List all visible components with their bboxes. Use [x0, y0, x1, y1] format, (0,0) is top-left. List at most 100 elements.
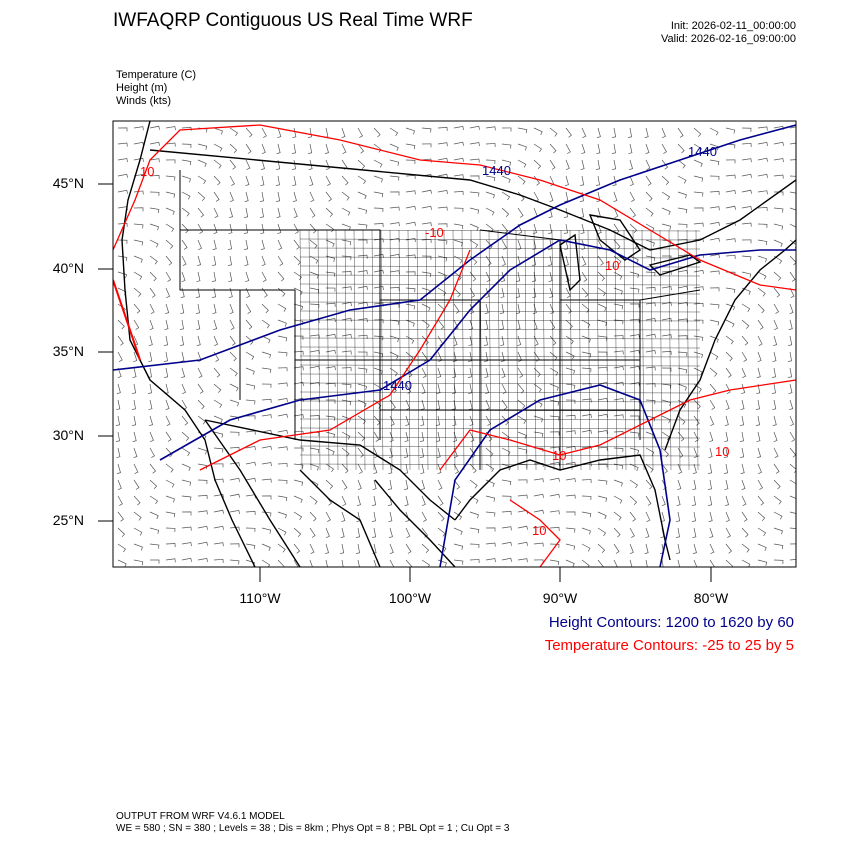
- wind-barb: [725, 399, 730, 411]
- variable-temperature: Temperature (C): [116, 69, 197, 81]
- wind-barb: [245, 415, 256, 420]
- wind-barb: [181, 271, 186, 283]
- wind-barb: [436, 447, 441, 458]
- wind-barb: [325, 223, 334, 233]
- wind-barb: [261, 383, 272, 388]
- wind-barb: [741, 335, 749, 346]
- county-line: [632, 229, 636, 471]
- wind-barb: [229, 207, 233, 218]
- wind-barb: [357, 143, 365, 154]
- wind-barb: [741, 271, 752, 278]
- wind-barb: [149, 174, 160, 179]
- wind-barb: [165, 126, 176, 131]
- wind-barb: [133, 351, 138, 363]
- temperature-label: 10: [715, 444, 729, 459]
- wind-barb: [181, 557, 192, 562]
- temperature-contours: [113, 124, 796, 567]
- wind-barb: [405, 511, 410, 523]
- wind-barb: [405, 399, 411, 411]
- wind-barb: [581, 303, 590, 313]
- wind-barb: [181, 526, 192, 531]
- wind-barb: [420, 399, 425, 410]
- county-line: [344, 229, 348, 471]
- wind-barb: [388, 527, 393, 538]
- wind-barb: [245, 543, 256, 550]
- wind-barb: [709, 254, 720, 259]
- wind-barb: [499, 319, 504, 330]
- wind-barb: [165, 415, 171, 426]
- wind-barb: [645, 207, 654, 217]
- wind-barb: [373, 415, 381, 426]
- wind-barb: [581, 287, 589, 298]
- wind-barb: [197, 541, 208, 546]
- wind-barb: [261, 319, 270, 329]
- wind-barb: [373, 269, 384, 274]
- wind-barb: [629, 543, 634, 555]
- county-line: [668, 229, 672, 471]
- county-line: [605, 229, 609, 471]
- wind-barb: [693, 431, 699, 442]
- wind-barb: [773, 319, 778, 331]
- wind-barb: [261, 143, 266, 155]
- wind-barb: [261, 303, 269, 314]
- wind-barb: [277, 303, 287, 312]
- county-line: [299, 463, 701, 466]
- wind-barb: [309, 255, 319, 264]
- wind-barb: [245, 461, 256, 466]
- wind-barb: [277, 559, 285, 567]
- wind-barb: [517, 494, 528, 499]
- wind-barb: [757, 351, 762, 363]
- wind-barb: [341, 207, 351, 216]
- wind-barb: [453, 463, 459, 474]
- wind-barb: [165, 159, 176, 164]
- wind-barb: [789, 126, 796, 129]
- wind-barb: [245, 175, 250, 187]
- wind-barb: [325, 239, 335, 248]
- county-line: [623, 229, 627, 471]
- wind-barb: [789, 287, 795, 298]
- wind-barb: [661, 367, 672, 372]
- wind-barb: [549, 383, 559, 391]
- wind-barb: [293, 381, 304, 386]
- wind-barb: [197, 558, 208, 563]
- wind-barb: [788, 335, 793, 346]
- wind-barb: [389, 415, 395, 426]
- wind-barb: [437, 173, 448, 178]
- wind-barb: [245, 159, 251, 170]
- wind-barb: [229, 526, 240, 531]
- wind-barb: [741, 559, 751, 567]
- wind-barb: [133, 271, 143, 280]
- wind-barb: [725, 495, 729, 506]
- wind-barb: [773, 495, 782, 505]
- wind-barb: [725, 335, 734, 345]
- county-line: [515, 229, 519, 471]
- wind-barb: [549, 351, 558, 361]
- baja-mexico-coast: [204, 419, 381, 567]
- wind-barb: [756, 415, 761, 426]
- wind-barb: [389, 270, 400, 275]
- wind-barb: [389, 191, 400, 196]
- lat-label-25: 25°N: [52, 512, 84, 528]
- wind-barb: [789, 511, 796, 514]
- wind-barb: [757, 239, 768, 246]
- wind-barb: [645, 159, 651, 170]
- wind-barb: [341, 286, 352, 291]
- wind-barb: [756, 431, 761, 442]
- county-line: [506, 229, 510, 471]
- wind-barb: [597, 271, 605, 282]
- wind-barb: [421, 495, 426, 507]
- wind-barb: [741, 142, 752, 147]
- wind-barb: [245, 477, 256, 482]
- wind-barb: [373, 207, 384, 213]
- county-line: [560, 229, 564, 471]
- wind-barb: [181, 447, 191, 457]
- wind-barb: [373, 335, 384, 341]
- wind-barb: [325, 333, 336, 338]
- wind-barb: [740, 447, 745, 458]
- county-line: [380, 229, 384, 471]
- wind-barb: [629, 191, 635, 202]
- wind-barb: [293, 239, 300, 250]
- wind-barb: [261, 462, 272, 467]
- wind-barb: [677, 223, 688, 229]
- wind-barb: [773, 191, 784, 196]
